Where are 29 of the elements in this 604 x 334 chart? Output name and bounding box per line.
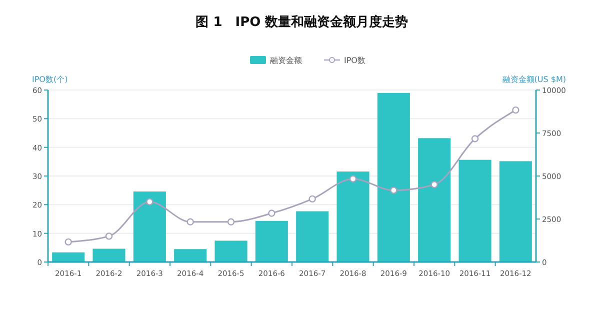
point: [227, 218, 235, 226]
bar: [92, 248, 126, 262]
bar: [214, 240, 248, 262]
legend-label: IPO数: [344, 56, 366, 65]
bar: [174, 249, 207, 262]
bar: [255, 220, 288, 262]
point: [430, 181, 438, 188]
point: [512, 106, 520, 114]
point: [105, 232, 113, 240]
point: [471, 135, 479, 142]
bar: [52, 252, 85, 262]
point: [64, 238, 72, 246]
point: [390, 186, 398, 194]
point: [308, 195, 316, 203]
legend-label: 融资金额: [270, 56, 302, 65]
y-axis-title: IPO数(个): [32, 75, 68, 84]
bar: [133, 191, 166, 262]
point: [349, 175, 357, 182]
bar: [336, 172, 370, 262]
bar: [499, 161, 532, 262]
bar: [458, 160, 492, 262]
point: [268, 210, 276, 217]
point: [186, 218, 194, 226]
y2-axis-title: 融资金额(US $M): [502, 75, 566, 84]
bar: [296, 211, 329, 262]
bar: [418, 138, 451, 262]
point: [146, 198, 154, 206]
chart-title: 图 1 IPO 数量和融资金额月度走势: [196, 14, 408, 30]
bar: [377, 92, 410, 262]
